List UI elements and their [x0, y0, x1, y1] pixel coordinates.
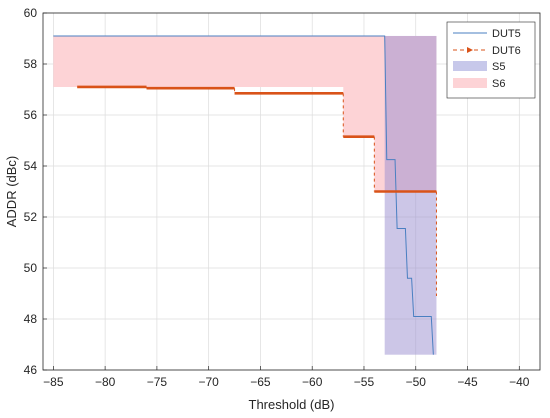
y-tick-label: 50 [24, 261, 38, 275]
area-s6 [53, 35, 437, 192]
legend-label-s6: S6 [492, 78, 505, 90]
y-tick-label: 46 [24, 363, 38, 377]
legend-swatch-s6 [453, 78, 487, 88]
y-tick-label: 48 [24, 312, 38, 326]
x-axis-ticks: −85 −80 −75 −70 −65 −60 −55 −50 −45 −40 [43, 366, 530, 389]
y-tick-label: 56 [24, 108, 38, 122]
plot-frame [42, 12, 541, 371]
legend-label-dut6: DUT6 [492, 45, 521, 57]
x-tick-label: −85 [43, 375, 64, 389]
y-axis-ticks: 46 48 50 52 54 56 58 60 [24, 6, 47, 377]
y-axis-label: ADDR (dBc) [4, 156, 19, 228]
areas [53, 35, 437, 355]
x-tick-label: −60 [302, 375, 323, 389]
x-tick-label: −55 [354, 375, 375, 389]
x-tick-label: −50 [406, 375, 427, 389]
legend-label-dut5: DUT5 [492, 28, 521, 40]
x-tick-label: −70 [198, 375, 219, 389]
x-tick-label: −40 [509, 375, 530, 389]
y-tick-label: 58 [24, 57, 38, 71]
legend-marker-dut6 [467, 47, 473, 53]
series-line-dut5 [53, 35, 434, 355]
y-tick-label: 52 [24, 210, 38, 224]
area-s5 [384, 35, 437, 355]
y-tick-label: 54 [24, 159, 38, 173]
x-tick-label: −45 [457, 375, 478, 389]
legend-label-s5: S5 [492, 61, 505, 73]
x-tick-label: −80 [95, 375, 116, 389]
legend-swatch-s5 [453, 61, 487, 71]
x-tick-label: −65 [250, 375, 271, 389]
x-tick-label: −75 [147, 375, 168, 389]
y-tick-label: 60 [24, 6, 38, 20]
legend: DUT5 DUT6 S5 S6 [446, 21, 536, 99]
x-axis-label: Threshold (dB) [249, 397, 335, 412]
lines [53, 35, 437, 355]
